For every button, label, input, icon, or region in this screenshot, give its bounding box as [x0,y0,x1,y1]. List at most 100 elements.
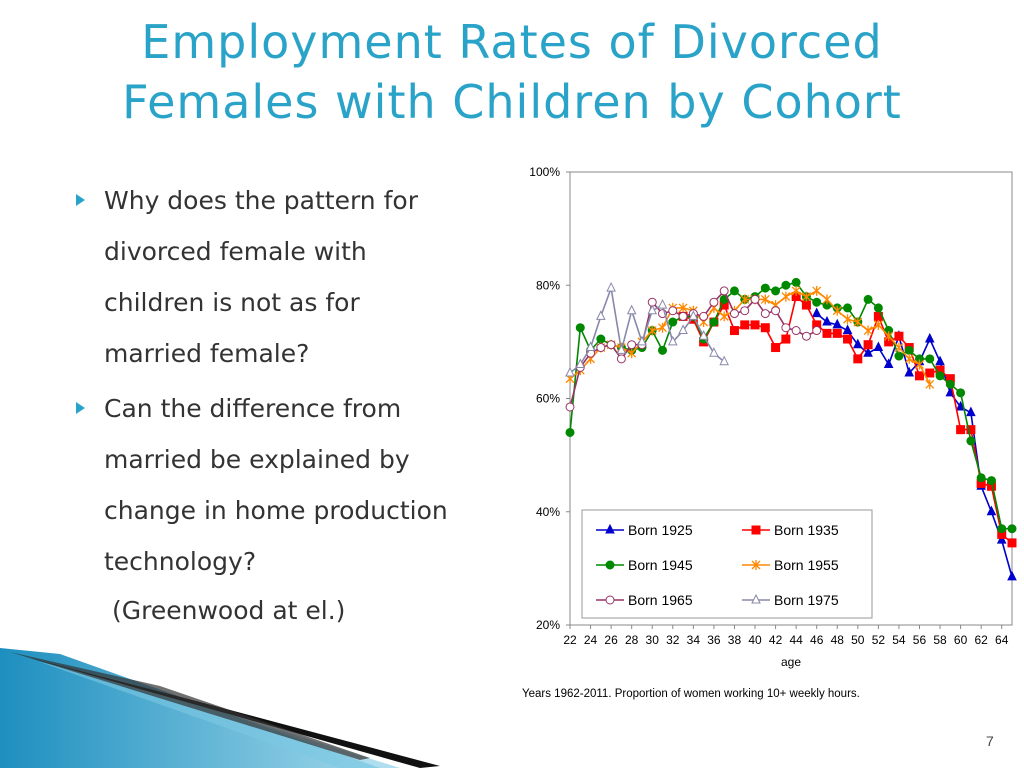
data-point-series-3 [791,277,801,287]
data-point-series-1 [832,318,843,329]
legend-swatch-marker [605,560,615,570]
data-point-series-3 [894,351,904,361]
title-line-1: Employment Rates of Divorced [141,15,883,69]
data-point-series-4 [894,342,904,353]
data-point-series-3 [945,379,955,389]
legend-box [581,509,873,619]
legend-swatch-marker [605,595,615,605]
data-point-series-3 [986,476,996,486]
data-point-series-2 [966,425,976,435]
legend-swatch-marker [605,523,615,534]
bullet-line: Why does the pattern for [104,186,418,215]
y-tick-label: 20% [536,618,560,632]
x-tick-label: 36 [707,633,721,647]
data-point-series-6 [575,358,586,369]
data-point-series-6 [626,304,637,315]
data-point-series-3 [760,283,770,293]
data-point-series-5 [760,309,770,319]
legend-entry: Born 1955 [774,557,839,573]
x-tick-label: 34 [687,633,701,647]
data-point-series-4 [812,285,822,296]
data-point-series-5 [678,311,688,321]
data-point-series-4 [925,379,935,390]
y-tick-label: 40% [536,505,560,519]
data-point-series-4 [740,294,750,305]
data-point-series-4 [760,294,770,305]
data-point-series-5 [596,343,606,353]
data-point-series-3 [935,371,945,381]
data-point-series-5 [627,340,637,350]
x-tick-label: 56 [913,633,927,647]
data-point-series-2 [760,323,770,333]
legend-swatch-marker [751,525,761,535]
bullet-line: married be explained by [104,445,410,474]
data-point-series-1 [986,505,997,516]
data-point-series-3 [729,286,739,296]
x-tick-label: 48 [831,633,845,647]
data-point-series-3 [668,317,678,327]
data-point-series-3 [812,297,822,307]
data-point-series-4 [781,291,791,302]
data-point-series-1 [873,341,884,352]
data-point-series-4 [853,317,863,328]
data-point-series-1 [904,366,915,377]
x-tick-label: 28 [625,633,639,647]
data-point-series-6 [688,310,699,320]
data-point-series-4 [647,325,657,336]
data-point-series-6 [596,310,606,320]
data-point-series-4 [801,291,811,302]
bullet-item: Can the difference from married be expla… [72,383,502,587]
x-tick-label: 50 [851,633,865,647]
bullet-list: Why does the pattern for divorced female… [72,175,502,591]
data-point-series-4 [915,359,924,370]
data-point-series-2 [925,368,935,378]
data-point-series-6 [606,281,616,292]
data-point-series-2 [771,343,781,353]
y-tick-label: 60% [536,392,560,406]
data-point-series-4 [884,331,894,342]
data-point-series-3 [997,524,1007,534]
data-point-series-3 [596,334,606,344]
bullet-line: technology? [104,547,257,576]
x-tick-label: 60 [954,633,968,647]
data-point-series-3 [843,303,853,313]
legend-swatch-marker [751,560,761,570]
data-point-series-2 [853,354,863,364]
data-point-series-1 [863,347,873,357]
legend-entry: Born 1945 [628,557,693,573]
data-point-series-4 [627,348,637,359]
bullet-item: Why does the pattern for divorced female… [72,175,502,379]
y-tick-label: 80% [536,278,560,292]
data-point-series-6 [719,355,729,366]
chart-note: Years 1962-2011. Proportion of women wor… [522,688,860,700]
title-line-2: Females with Children by Cohort [122,75,902,129]
data-point-series-6 [637,335,647,346]
data-point-series-3 [925,354,935,364]
legend-swatch-marker [751,593,761,604]
citation: (Greenwood at el.) [112,596,346,625]
data-point-series-4 [904,353,914,364]
bullet-line: married female? [104,339,310,368]
x-tick-label: 52 [872,633,886,647]
data-point-series-5 [791,326,801,336]
data-point-series-5 [668,306,678,316]
data-point-series-6 [565,366,575,377]
x-tick-label: 64 [995,633,1009,647]
data-point-series-4 [822,294,832,305]
data-point-series-1 [811,307,822,318]
data-point-series-2 [832,328,842,338]
data-point-series-6 [616,344,627,354]
data-point-series-4 [678,302,688,313]
data-point-series-3 [863,294,873,304]
data-point-series-4 [843,314,852,325]
data-point-series-5 [616,354,626,364]
swoosh-stroke [10,652,370,760]
legend-entry: Born 1925 [628,522,693,538]
x-tick-label: 42 [769,633,783,647]
data-point-series-5 [719,286,729,296]
bullet-line: children is not as for [104,288,360,317]
x-tick-label: 46 [810,633,824,647]
data-point-series-1 [935,355,945,366]
data-point-series-1 [966,406,976,417]
data-point-series-4 [719,311,729,322]
